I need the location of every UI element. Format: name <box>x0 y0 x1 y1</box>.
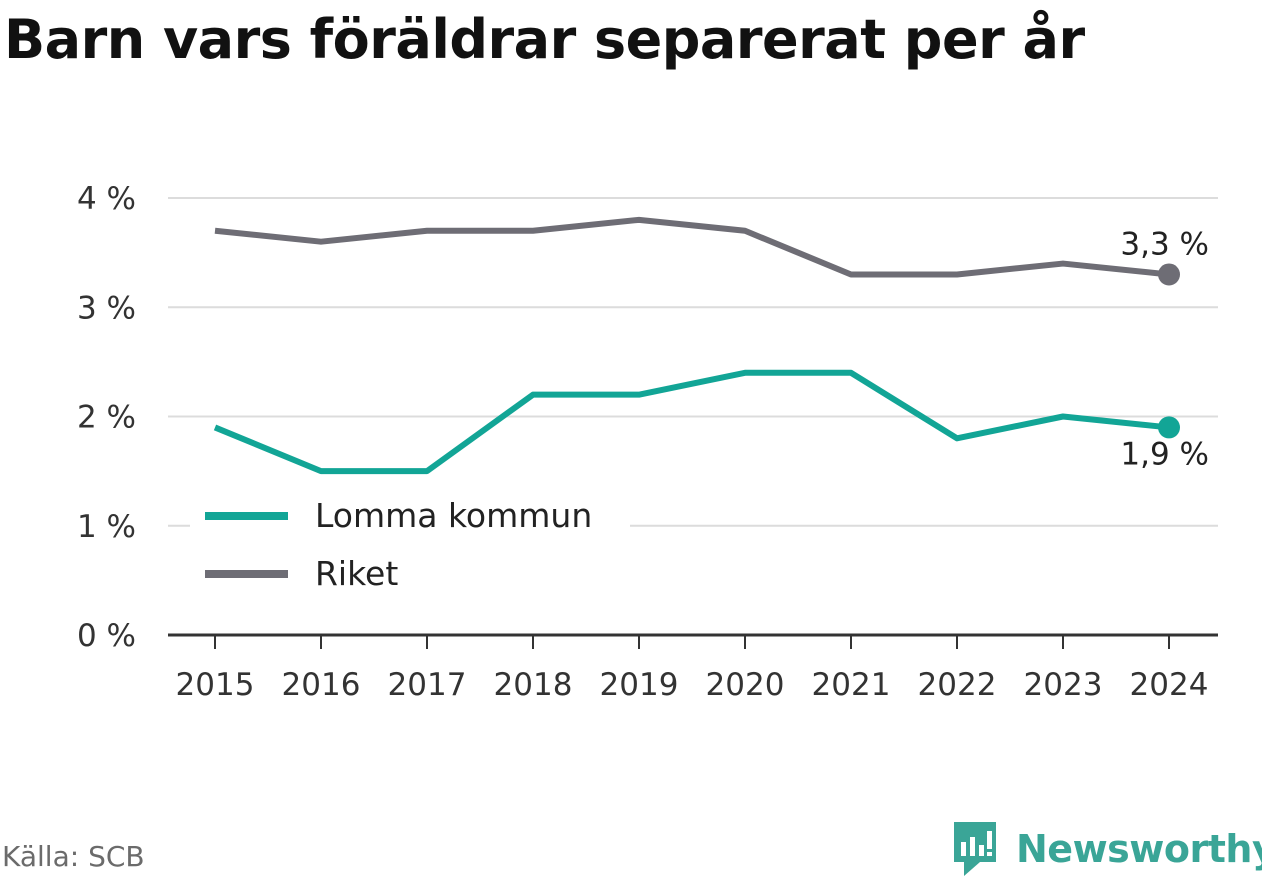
gridlines <box>168 198 1218 526</box>
end-value-label: 3,3 % <box>1120 226 1209 262</box>
x-tick-label: 2022 <box>918 667 997 703</box>
x-tick-label: 2017 <box>388 667 467 703</box>
source-note: Källa: SCB <box>2 840 145 873</box>
y-tick-label: 0 % <box>77 618 136 654</box>
end-point-marker <box>1158 416 1180 438</box>
newsworthy-logo-icon <box>950 818 1000 880</box>
x-tick-label: 2020 <box>706 667 785 703</box>
x-axis: 2015 2016 2017 2018 2019 2020 2021 2022 2023 2024 <box>168 635 1218 703</box>
brand-name: Newsworthy <box>1016 827 1262 871</box>
y-tick-label: 3 % <box>77 290 136 326</box>
y-tick-label: 2 % <box>77 400 136 436</box>
x-tick-label: 2024 <box>1130 667 1209 703</box>
x-tick-label: 2019 <box>600 667 679 703</box>
series <box>215 220 1180 471</box>
y-axis-ticks: 0 % 1 % 2 % 3 % 4 % <box>77 181 136 654</box>
legend-label: Lomma kommun <box>315 496 592 535</box>
x-tick-label: 2023 <box>1024 667 1103 703</box>
x-tick-label: 2016 <box>282 667 361 703</box>
end-point-marker <box>1158 263 1180 285</box>
x-tick-label: 2018 <box>494 667 573 703</box>
end-labels: 1,9 % 3,3 % <box>1120 226 1209 472</box>
x-tick-label: 2015 <box>176 667 255 703</box>
series-line <box>215 220 1169 275</box>
legend: Lomma kommun Riket <box>190 492 630 602</box>
series-line <box>215 373 1169 471</box>
end-value-label: 1,9 % <box>1120 436 1209 472</box>
legend-label: Riket <box>315 554 398 593</box>
brand-logo: Newsworthy <box>950 818 1262 880</box>
y-tick-label: 4 % <box>77 181 136 217</box>
y-tick-label: 1 % <box>77 509 136 545</box>
x-tick-label: 2021 <box>812 667 891 703</box>
